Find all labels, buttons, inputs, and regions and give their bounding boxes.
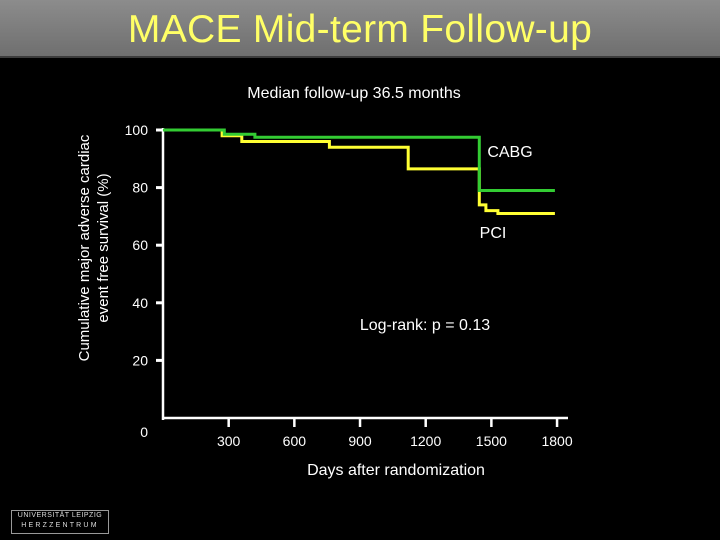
y-tick-label-80: 80 — [132, 180, 148, 196]
series-label-cabg: CABG — [487, 144, 532, 161]
logo-line-2: HERZZENTRUM — [21, 522, 99, 529]
chart-subtitle: Median follow-up 36.5 months — [247, 85, 460, 102]
university-logo: UNIVERSITÄT LEIPZIG HERZZENTRUM — [11, 510, 109, 534]
x-axis-label: Days after randomization — [307, 462, 485, 479]
y-tick-label-0: 0 — [140, 424, 148, 440]
y-tick-label-40: 40 — [132, 295, 148, 311]
y-tick-label-100: 100 — [125, 122, 149, 138]
y-tick-label-60: 60 — [132, 237, 148, 253]
slide-title: MACE Mid-term Follow-up — [127, 8, 593, 51]
log-rank-annotation: Log-rank: p = 0.13 — [360, 317, 490, 334]
chart-axes — [161, 128, 568, 420]
x-tick-label-900: 900 — [348, 433, 372, 449]
series-line-cabg — [163, 128, 555, 192]
series-lines — [163, 128, 555, 215]
y-axis-label-line1: Cumulative major adverse cardiac — [76, 134, 93, 361]
logo-line-1: UNIVERSITÄT LEIPZIG — [17, 512, 103, 519]
series-label-pci: PCI — [480, 225, 507, 242]
x-tick-label-1500: 1500 — [476, 433, 507, 449]
y-axis-label-line2: event free survival (%) — [95, 173, 112, 322]
y-tick-label-20: 20 — [132, 352, 148, 368]
series-line-pci — [163, 128, 555, 215]
tick-labels: 0 20 40 60 80 100 300 600 900 1200 1500 1800 CABG PCI — [125, 122, 573, 449]
x-tick-label-1800: 1800 — [541, 433, 572, 449]
x-tick-label-1200: 1200 — [410, 433, 441, 449]
x-tick-label-600: 600 — [283, 433, 307, 449]
tick-marks — [156, 128, 559, 427]
x-tick-label-300: 300 — [217, 433, 241, 449]
title-bar — [0, 0, 720, 58]
